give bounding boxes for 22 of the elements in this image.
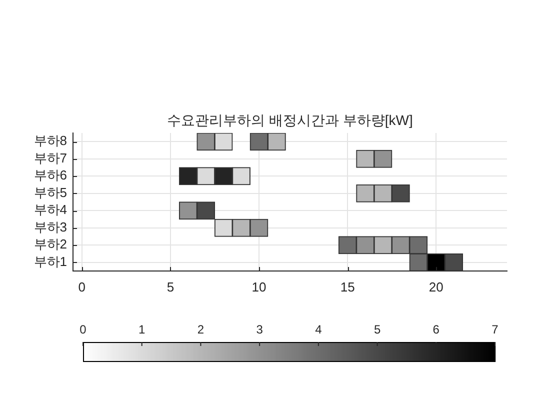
color-bar-label: 1 [138, 322, 146, 336]
color-bar-label: 7 [492, 322, 499, 336]
chart-title: 수요관리부하의 배정시간과 부하량[kW] [167, 112, 413, 128]
color-bar-label: 4 [315, 322, 322, 336]
color-bar-label: 3 [256, 322, 264, 336]
y-tick-label: 부하8 [34, 133, 67, 148]
x-tick-label: 20 [428, 279, 444, 294]
y-tick-label: 부하7 [34, 150, 67, 166]
y-tick-label: 부하4 [34, 202, 67, 218]
x-tick-label: 5 [166, 279, 174, 294]
color-bar-label: 5 [374, 322, 381, 336]
x-tick-label: 0 [78, 279, 86, 294]
color-bar-label: 2 [197, 322, 204, 336]
y-tick-label: 부하1 [34, 254, 67, 269]
x-tick-label: 10 [252, 279, 266, 294]
x-tick-label: 15 [340, 279, 355, 294]
y-tick-label: 부하5 [34, 184, 67, 200]
color-bar-label: 0 [80, 322, 87, 336]
color-bar-label: 6 [432, 322, 440, 336]
y-tick-label: 부하6 [34, 168, 67, 183]
y-tick-label: 부하2 [34, 236, 67, 252]
y-tick-label: 부하3 [34, 219, 67, 234]
